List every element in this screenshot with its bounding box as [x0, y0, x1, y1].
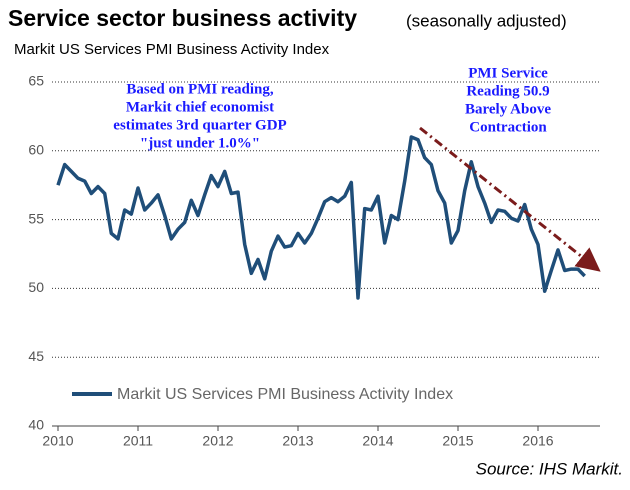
annotation: Barely Above	[465, 101, 551, 117]
x-tick-label: 2015	[442, 433, 473, 449]
title-note: (seasonally adjusted)	[406, 11, 567, 30]
y-tick-label: 40	[28, 417, 44, 433]
x-tick-label: 2010	[42, 433, 73, 449]
annotation-left: Based on PMI reading, Markit chief econo…	[113, 81, 286, 151]
trend-arrow	[419, 126, 601, 272]
x-tick-label: 2014	[362, 433, 393, 449]
legend-label: Markit US Services PMI Business Activity…	[117, 386, 453, 403]
series-line	[56, 135, 586, 300]
y-tick-label: 50	[28, 279, 44, 295]
y-tick-label: 60	[28, 142, 44, 158]
x-tick-label: 2013	[282, 433, 313, 449]
x-tick-label: 2016	[522, 433, 553, 449]
annotation: Reading 50.9	[466, 83, 549, 99]
annotation: "just under 1.0%"	[140, 135, 260, 151]
chart-title: Service sector business activity	[8, 5, 357, 31]
y-tick-label: 55	[28, 210, 44, 226]
y-tick-label: 45	[28, 348, 44, 364]
annotation-right: PMI Service Reading 50.9 Barely Above Co…	[465, 65, 551, 135]
source: Source: IHS Markit.	[476, 459, 623, 478]
annotation: estimates 3rd quarter GDP	[113, 117, 286, 133]
annotation: Markit chief economist	[126, 99, 274, 115]
subtitle: Markit US Services PMI Business Activity…	[14, 41, 330, 58]
x-tick-label: 2011	[123, 433, 153, 449]
annotation: Based on PMI reading,	[126, 81, 273, 97]
y-tick-label: 65	[28, 73, 44, 89]
annotation: PMI Service	[468, 65, 548, 81]
x-tick-label: 2012	[202, 433, 233, 449]
annotation: Contraction	[469, 119, 547, 135]
